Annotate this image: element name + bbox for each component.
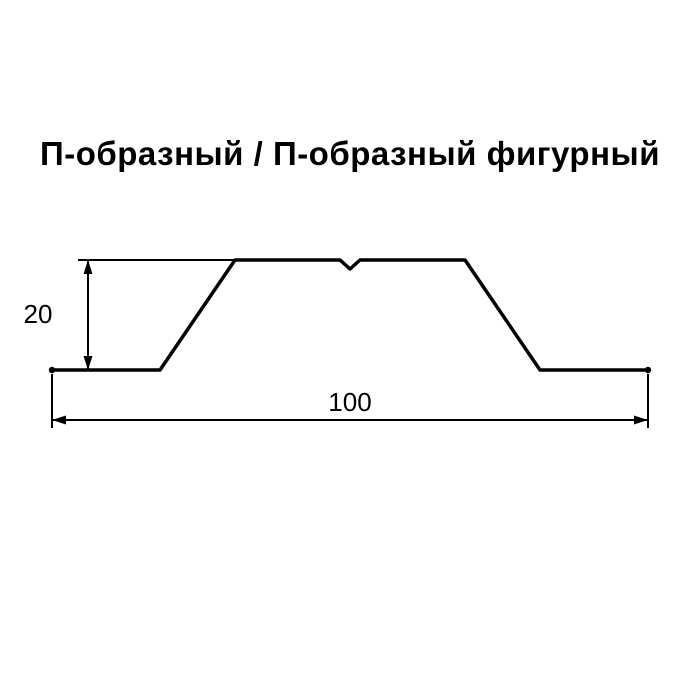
height-dimension: 20 [24, 260, 235, 370]
profile-diagram: 100 20 [0, 225, 700, 465]
width-dimension: 100 [52, 374, 648, 428]
profile-outline [52, 260, 648, 370]
diagram-title: П-образный / П-образный фигурный [0, 135, 700, 173]
profile-end-dot-right [645, 367, 651, 373]
height-dimension-label: 20 [24, 299, 53, 329]
width-dimension-label: 100 [328, 387, 371, 417]
